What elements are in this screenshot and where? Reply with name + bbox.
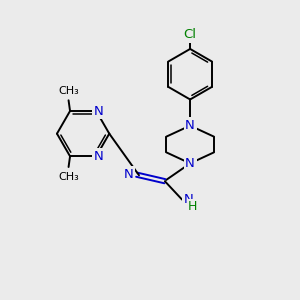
Text: N: N bbox=[94, 104, 103, 118]
Text: N: N bbox=[94, 150, 103, 163]
Text: N: N bbox=[123, 168, 133, 181]
Text: H: H bbox=[188, 200, 197, 213]
Text: N: N bbox=[184, 193, 193, 206]
Text: Cl: Cl bbox=[184, 28, 196, 41]
Text: CH₃: CH₃ bbox=[58, 172, 79, 182]
Text: N: N bbox=[185, 119, 195, 132]
Text: CH₃: CH₃ bbox=[58, 85, 79, 95]
Text: N: N bbox=[185, 157, 195, 170]
